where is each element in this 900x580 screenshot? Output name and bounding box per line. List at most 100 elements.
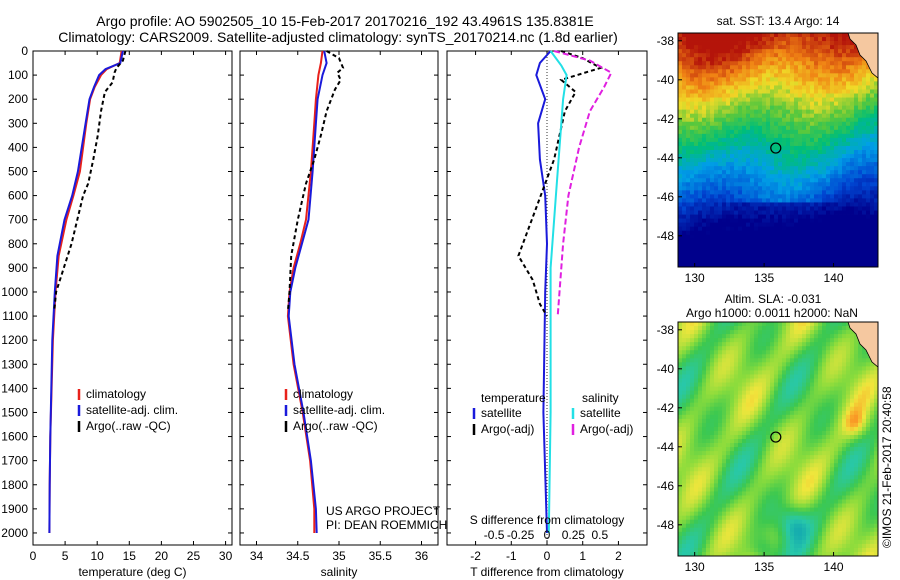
map-cell bbox=[706, 113, 711, 119]
map-cell bbox=[826, 354, 831, 359]
map-cell bbox=[746, 65, 751, 70]
map-cell bbox=[818, 133, 823, 139]
map-cell bbox=[774, 402, 779, 408]
map-cell bbox=[694, 382, 699, 387]
map-cell bbox=[838, 366, 843, 371]
map-cell bbox=[742, 254, 747, 260]
map-cell bbox=[866, 65, 871, 70]
map-cell bbox=[678, 322, 683, 327]
map-cell bbox=[754, 382, 759, 387]
map-cell bbox=[786, 422, 791, 428]
map-cell bbox=[854, 73, 859, 78]
map-cell bbox=[830, 330, 835, 335]
map-cell bbox=[782, 386, 787, 391]
map-cell bbox=[790, 238, 795, 244]
map-cell bbox=[794, 154, 799, 159]
map-cell bbox=[854, 145, 859, 151]
map-cell bbox=[826, 194, 831, 199]
map-cell bbox=[698, 330, 703, 335]
map-cell bbox=[798, 150, 803, 155]
map-cell bbox=[826, 238, 831, 244]
map-cell bbox=[710, 41, 715, 46]
map-cell bbox=[734, 113, 739, 119]
map-cell bbox=[786, 113, 791, 119]
map-cell bbox=[758, 158, 763, 163]
map-cell bbox=[710, 430, 715, 436]
map-cell bbox=[806, 65, 811, 70]
map-cell bbox=[822, 85, 827, 90]
map-cell bbox=[694, 97, 699, 102]
map-cell bbox=[782, 170, 787, 175]
map-cell bbox=[786, 414, 791, 420]
map-cell bbox=[874, 366, 879, 371]
map-cell bbox=[826, 250, 831, 256]
map-cell bbox=[842, 93, 847, 98]
map-cell bbox=[802, 154, 807, 159]
map-cell bbox=[778, 174, 783, 179]
map-cell bbox=[786, 77, 791, 82]
map-cell bbox=[690, 234, 695, 240]
map-cell bbox=[774, 61, 779, 66]
map-cell bbox=[786, 57, 791, 62]
map-cell bbox=[830, 77, 835, 82]
map-cell bbox=[830, 162, 835, 167]
map-cell bbox=[714, 49, 719, 54]
map-cell bbox=[730, 374, 735, 379]
map-cell bbox=[838, 41, 843, 46]
map-cell bbox=[738, 206, 743, 211]
map-cell bbox=[682, 230, 687, 236]
map-cell bbox=[818, 246, 823, 252]
map-cell bbox=[750, 65, 755, 70]
map-cell bbox=[806, 451, 811, 456]
map-cell bbox=[738, 117, 743, 123]
map-cell bbox=[806, 463, 811, 468]
map-cell bbox=[730, 105, 735, 111]
map-cell bbox=[710, 150, 715, 155]
map-cell bbox=[742, 262, 747, 268]
map-cell bbox=[726, 198, 731, 203]
map-cell bbox=[786, 430, 791, 436]
map-cell bbox=[842, 109, 847, 115]
map-cell bbox=[810, 218, 815, 224]
map-cell bbox=[822, 378, 827, 383]
map-cell bbox=[850, 57, 855, 62]
map-cell bbox=[706, 57, 711, 62]
map-cell bbox=[738, 210, 743, 215]
map-cell bbox=[754, 434, 759, 440]
map-cell bbox=[834, 117, 839, 123]
map-cell bbox=[822, 459, 827, 464]
map-cell bbox=[830, 37, 835, 42]
legend-label: satellite bbox=[481, 406, 522, 420]
map-cell bbox=[790, 206, 795, 211]
map-cell bbox=[734, 463, 739, 468]
map-cell bbox=[802, 354, 807, 359]
map-cell bbox=[690, 65, 695, 70]
map-cell bbox=[682, 105, 687, 111]
map-cell bbox=[706, 154, 711, 159]
map-cell bbox=[738, 242, 743, 248]
map-cell bbox=[678, 121, 683, 127]
map-cell bbox=[846, 459, 851, 464]
map-cell bbox=[874, 246, 879, 252]
map-cell bbox=[722, 61, 727, 66]
map-cell bbox=[778, 230, 783, 236]
map-cell bbox=[690, 37, 695, 42]
map-cell bbox=[794, 362, 799, 367]
map-cell bbox=[762, 218, 767, 224]
map-cell bbox=[730, 53, 735, 58]
map-cell bbox=[766, 65, 771, 70]
map-cell bbox=[814, 326, 819, 331]
map-cell bbox=[730, 145, 735, 151]
map-cell bbox=[750, 101, 755, 107]
map-cell bbox=[830, 41, 835, 46]
map-cell bbox=[734, 430, 739, 436]
map-cell bbox=[782, 226, 787, 232]
map-cell bbox=[770, 125, 775, 131]
map-cell bbox=[730, 109, 735, 115]
map-cell bbox=[754, 194, 759, 199]
map-cell bbox=[698, 154, 703, 159]
map-cell bbox=[874, 170, 879, 175]
map-cell bbox=[694, 443, 699, 448]
map-cell bbox=[690, 198, 695, 203]
map-cell bbox=[810, 242, 815, 248]
